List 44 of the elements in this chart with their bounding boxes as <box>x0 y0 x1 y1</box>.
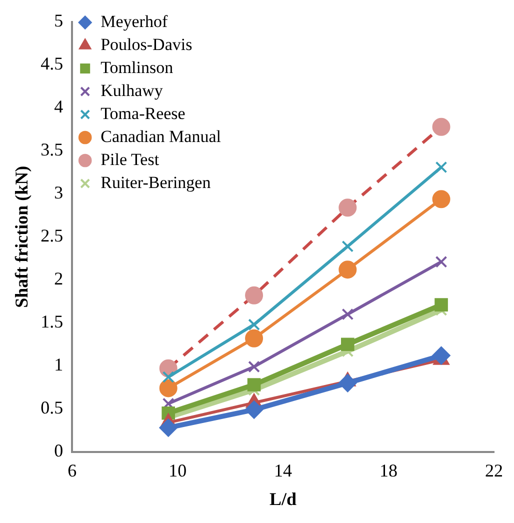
y-tick-label: 4 <box>54 96 64 117</box>
point <box>248 360 260 373</box>
point <box>342 308 354 320</box>
legend-label: Toma-Reese <box>100 104 186 123</box>
y-tick-label: 1.5 <box>40 312 64 332</box>
legend-label: Poulos-Davis <box>100 34 192 54</box>
y-tick-label: 0 <box>54 440 64 461</box>
x-tick-label: 6 <box>68 460 77 480</box>
legend-label: Meyerhof <box>100 12 168 31</box>
x-tick-label: 22 <box>485 460 503 480</box>
point <box>245 400 264 419</box>
point <box>342 240 354 252</box>
y-tick-label: 4.5 <box>40 54 64 74</box>
x-tick-label: 10 <box>168 460 187 480</box>
point <box>248 318 260 331</box>
point <box>434 298 448 312</box>
y-tick-label: 2 <box>54 268 64 289</box>
x-axis-title: L/d <box>270 488 297 509</box>
x-tick-label: 14 <box>274 460 292 480</box>
point <box>159 418 178 437</box>
y-tick-label: 1 <box>54 354 64 375</box>
point <box>338 374 357 392</box>
point <box>247 378 261 392</box>
y-tick-label: 5 <box>54 10 64 31</box>
x-tick-label: 18 <box>380 460 398 480</box>
legend-label: Tomlinson <box>100 58 174 77</box>
point <box>162 371 174 383</box>
legend-label: Pile Test <box>100 150 160 169</box>
point <box>432 346 450 365</box>
point <box>159 379 178 398</box>
y-axis-title: Shaft friction (kN) <box>11 166 32 308</box>
legend-label: Kulhawy <box>100 80 164 100</box>
y-tick-label: 3.5 <box>40 140 64 160</box>
point <box>338 260 357 279</box>
point <box>435 256 448 268</box>
legend-label: Ruiter-Beringen <box>100 172 212 192</box>
y-tick-label: 3 <box>54 182 64 203</box>
legend-label: Canadian Manual <box>100 126 222 146</box>
point <box>340 338 354 352</box>
y-tick-label: 0.5 <box>40 398 64 418</box>
point <box>435 161 448 174</box>
point <box>245 329 264 348</box>
point <box>432 190 450 208</box>
y-tick-label: 2.5 <box>40 226 64 246</box>
